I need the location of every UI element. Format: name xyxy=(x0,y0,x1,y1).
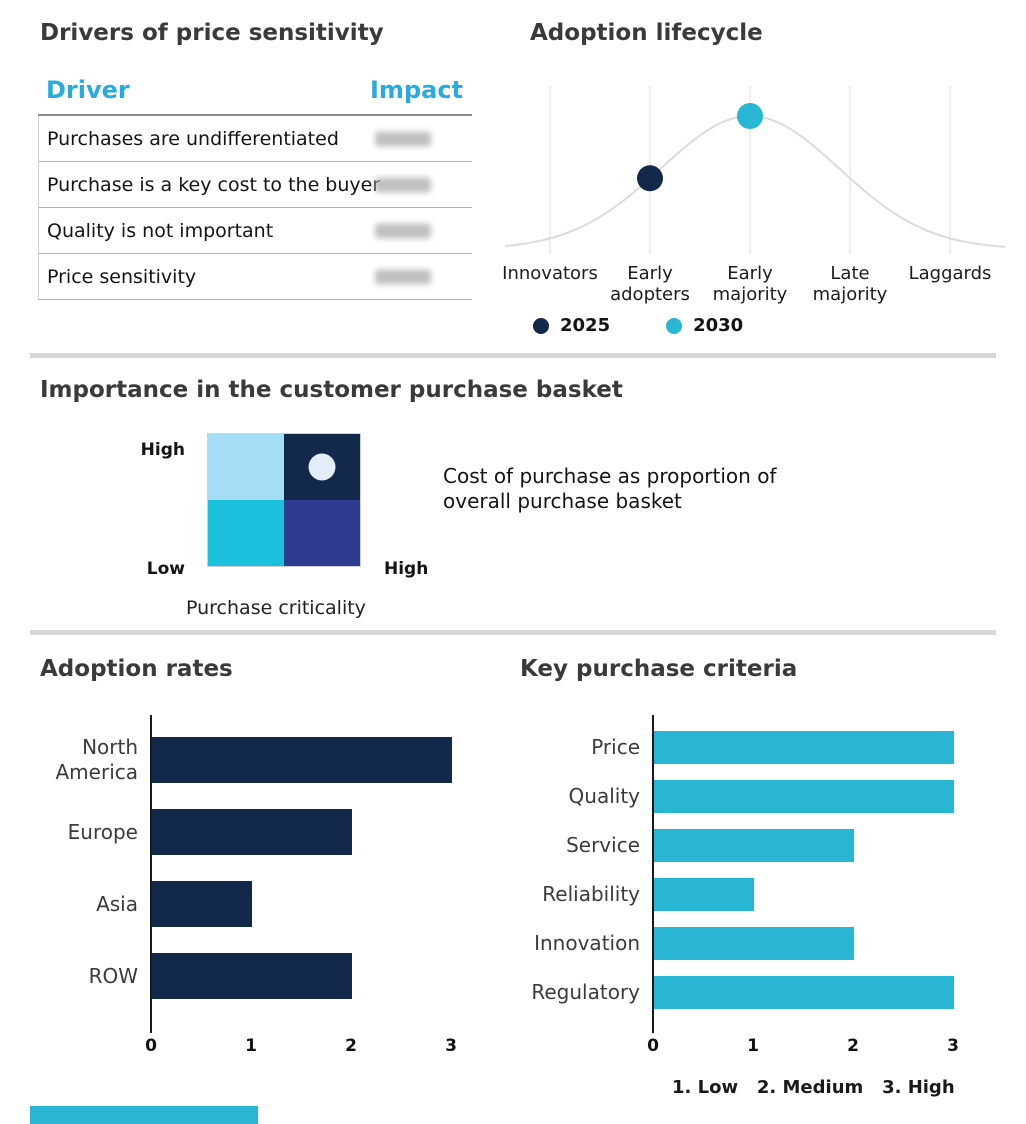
adoption-rates-title: Adoption rates xyxy=(40,656,233,682)
x-tick-label: 3 xyxy=(445,1036,457,1056)
purchase-criteria-y-axis xyxy=(652,715,654,1033)
impact-value-blurred xyxy=(375,131,431,146)
bar-row xyxy=(152,953,352,999)
lifecycle-category-label: Early adopters xyxy=(610,263,690,305)
footer-accent-bar xyxy=(30,1106,258,1124)
adoption-rates-y-axis xyxy=(150,715,152,1033)
scale-note: 1. Low 2. Medium 3. High xyxy=(672,1077,955,1098)
lifecycle-category-label: Innovators xyxy=(502,263,598,284)
quadrant-bottom-left xyxy=(208,500,284,566)
matrix-y-high-label: High xyxy=(140,440,185,460)
basket-title: Importance in the customer purchase bask… xyxy=(40,377,623,403)
bar-row: Reliability xyxy=(510,878,980,911)
matrix-x-axis-title: Purchase criticality xyxy=(186,597,366,619)
quadrant-top-right xyxy=(284,434,360,500)
bar-category-label: Service xyxy=(566,833,640,857)
purchase-basket-matrix xyxy=(207,433,361,567)
bar-category-label: Regulatory xyxy=(531,980,640,1004)
lifecycle-categories: Innovators Early adopters Early majority La… xyxy=(500,263,1000,305)
bar-row: Service xyxy=(510,829,980,862)
legend-label: 2030 xyxy=(693,315,744,336)
matrix-y-low-label: Low xyxy=(146,559,185,579)
bar-category-label: Reliability xyxy=(542,882,640,906)
drivers-table-header: Driver Impact xyxy=(38,66,472,116)
bar-category-label: North America xyxy=(55,735,139,784)
section-divider-bottom xyxy=(30,630,996,635)
purchase-criteria-title: Key purchase criteria xyxy=(520,656,798,682)
drivers-col-driver: Driver xyxy=(46,76,130,104)
matrix-x-high-label: High xyxy=(384,559,429,579)
lifecycle-plot xyxy=(505,86,1005,254)
drivers-table-row: Purchases are undifferentiated xyxy=(39,116,472,162)
x-tick-label: 0 xyxy=(647,1036,659,1056)
lifecycle-curve xyxy=(505,114,1005,248)
bar-row: Innovation xyxy=(510,927,980,960)
x-tick-label: 2 xyxy=(345,1036,357,1056)
adoption-rates-rows: North America Europe Asia ROW xyxy=(20,715,500,1025)
drivers-table-row: Price sensitivity xyxy=(39,254,472,300)
bar-category-label: Asia xyxy=(96,891,138,916)
lifecycle-category-label: Early majority xyxy=(712,263,788,305)
bar-category-label: Price xyxy=(591,735,640,759)
bar-row: Asia xyxy=(20,881,500,927)
basket-description: Cost of purchase as proportion of overal… xyxy=(443,464,777,513)
bar-row: Regulatory xyxy=(510,976,980,1009)
driver-label: Purchase is a key cost to the buyer xyxy=(47,173,381,196)
drivers-table-body: Purchases are undifferentiated Purchase i… xyxy=(38,116,472,300)
bar-price xyxy=(654,731,954,764)
adoption-rates-chart: North America Europe Asia ROW 0 1 2 3 xyxy=(20,715,500,1075)
purchase-criteria-rows: Price Quality Service Reliability Innovation… xyxy=(510,715,980,1025)
bar-row: North America xyxy=(20,735,500,784)
x-tick-label: 3 xyxy=(947,1036,959,1056)
bar-row: Quality xyxy=(510,780,980,813)
driver-label: Purchases are undifferentiated xyxy=(47,127,339,150)
bar-innovation xyxy=(654,927,854,960)
drivers-col-impact: Impact xyxy=(370,76,464,104)
bar-regulatory xyxy=(654,976,954,1009)
bar-reliability xyxy=(654,878,754,911)
drivers-table-row: Purchase is a key cost to the buyer xyxy=(39,162,472,208)
cost-proportion-bubble xyxy=(308,453,336,481)
x-tick-label: 1 xyxy=(747,1036,759,1056)
bar-service xyxy=(654,829,854,862)
legend-dot xyxy=(666,317,683,334)
legend-item-2030: 2030 xyxy=(666,315,743,336)
lifecycle-title: Adoption lifecycle xyxy=(530,20,763,46)
legend-item-2025: 2025 xyxy=(533,315,610,336)
bar-category-label: Europe xyxy=(67,819,138,844)
bar-row: ROW xyxy=(20,953,500,999)
drivers-table-row: Quality is not important xyxy=(39,208,472,254)
x-tick-label: 2 xyxy=(847,1036,859,1056)
impact-value-blurred xyxy=(375,223,431,238)
impact-value-blurred xyxy=(375,269,431,284)
bar-category-label: Innovation xyxy=(534,931,640,955)
lifecycle-marker-2025 xyxy=(637,165,663,192)
driver-label: Quality is not important xyxy=(47,219,274,242)
bar-category-label: Quality xyxy=(568,784,640,808)
quadrant-bottom-right xyxy=(284,500,360,566)
lifecycle-category-label: Late majority xyxy=(812,263,888,305)
lifecycle-legend: 2025 2030 xyxy=(533,315,799,336)
bar-quality xyxy=(654,780,954,813)
section-divider-top xyxy=(30,353,996,358)
purchase-criteria-chart: Price Quality Service Reliability Innovation… xyxy=(510,715,980,1075)
drivers-title: Drivers of price sensitivity xyxy=(40,20,384,46)
bar-north-america xyxy=(152,737,452,783)
bar-row: Europe xyxy=(20,809,500,855)
bar-category-label: ROW xyxy=(88,963,138,988)
legend-dot xyxy=(533,317,549,334)
bar-europe xyxy=(152,809,352,855)
drivers-table: Driver Impact Purchases are undifferenti… xyxy=(38,66,472,300)
legend-label: 2025 xyxy=(560,315,611,336)
bar-row: Price xyxy=(510,731,980,764)
x-tick-label: 0 xyxy=(145,1036,157,1056)
impact-value-blurred xyxy=(375,177,431,192)
quadrant-top-left xyxy=(208,434,284,500)
bar-asia xyxy=(152,881,252,927)
lifecycle-category-label: Laggards xyxy=(908,263,992,284)
x-tick-label: 1 xyxy=(245,1036,257,1056)
driver-label: Price sensitivity xyxy=(47,265,197,288)
lifecycle-marker-2030 xyxy=(737,103,763,129)
